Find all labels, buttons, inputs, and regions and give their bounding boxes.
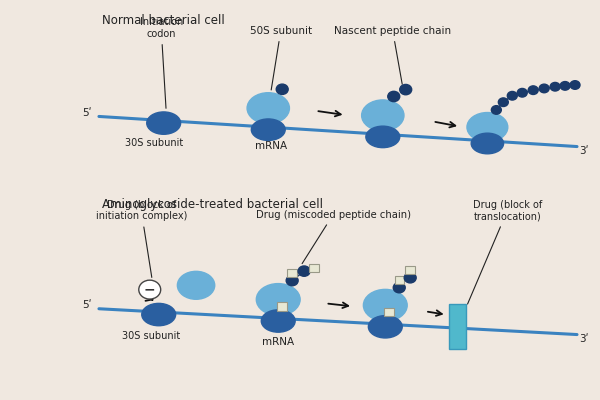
Ellipse shape [471, 133, 503, 154]
Ellipse shape [247, 93, 289, 124]
Circle shape [491, 106, 502, 114]
Text: 50S subunit: 50S subunit [250, 26, 312, 90]
Text: mRNA: mRNA [262, 337, 294, 347]
Text: Drug (block of
translocation): Drug (block of translocation) [467, 200, 542, 304]
Circle shape [393, 282, 405, 293]
Text: Drug (block of
initiation complex): Drug (block of initiation complex) [95, 200, 187, 278]
Bar [287, 269, 297, 277]
Circle shape [286, 276, 298, 286]
Circle shape [388, 91, 400, 102]
Circle shape [550, 82, 560, 91]
Bar [406, 266, 415, 274]
Bar [384, 308, 394, 316]
Circle shape [404, 273, 416, 283]
Bar [449, 304, 466, 349]
Text: Drug (miscoded peptide chain): Drug (miscoded peptide chain) [256, 210, 410, 264]
Text: Aminoglycoside-treated bacterial cell: Aminoglycoside-treated bacterial cell [102, 198, 323, 211]
Text: Initiation
codon: Initiation codon [140, 18, 183, 108]
Text: Normal bacterial cell: Normal bacterial cell [102, 14, 225, 27]
Text: Nascent peptide chain: Nascent peptide chain [334, 26, 451, 84]
Circle shape [508, 92, 517, 100]
Ellipse shape [251, 119, 285, 140]
Ellipse shape [467, 112, 508, 142]
Circle shape [528, 86, 538, 94]
Text: 3ʹ: 3ʹ [580, 334, 589, 344]
Bar [277, 302, 287, 311]
Ellipse shape [178, 271, 215, 299]
Circle shape [517, 88, 527, 97]
Circle shape [499, 98, 508, 106]
Text: 30S subunit: 30S subunit [122, 331, 181, 341]
Circle shape [539, 84, 549, 93]
Ellipse shape [256, 284, 300, 316]
Bar [310, 264, 319, 272]
Text: 5ʹ: 5ʹ [82, 108, 91, 118]
Text: mRNA: mRNA [254, 142, 287, 152]
Ellipse shape [366, 126, 400, 148]
Text: 3ʹ: 3ʹ [580, 146, 589, 156]
Ellipse shape [147, 112, 181, 134]
Bar [395, 276, 404, 284]
Circle shape [570, 81, 580, 89]
Text: −: − [144, 282, 155, 296]
Ellipse shape [364, 289, 407, 321]
Ellipse shape [362, 100, 404, 131]
Ellipse shape [142, 303, 176, 326]
Circle shape [560, 82, 570, 90]
Circle shape [400, 84, 412, 95]
Ellipse shape [261, 310, 295, 332]
Text: 5ʹ: 5ʹ [82, 300, 91, 310]
Circle shape [276, 84, 288, 94]
Circle shape [298, 266, 310, 276]
Ellipse shape [368, 316, 402, 338]
Circle shape [139, 280, 161, 299]
Text: 30S subunit: 30S subunit [125, 138, 183, 148]
